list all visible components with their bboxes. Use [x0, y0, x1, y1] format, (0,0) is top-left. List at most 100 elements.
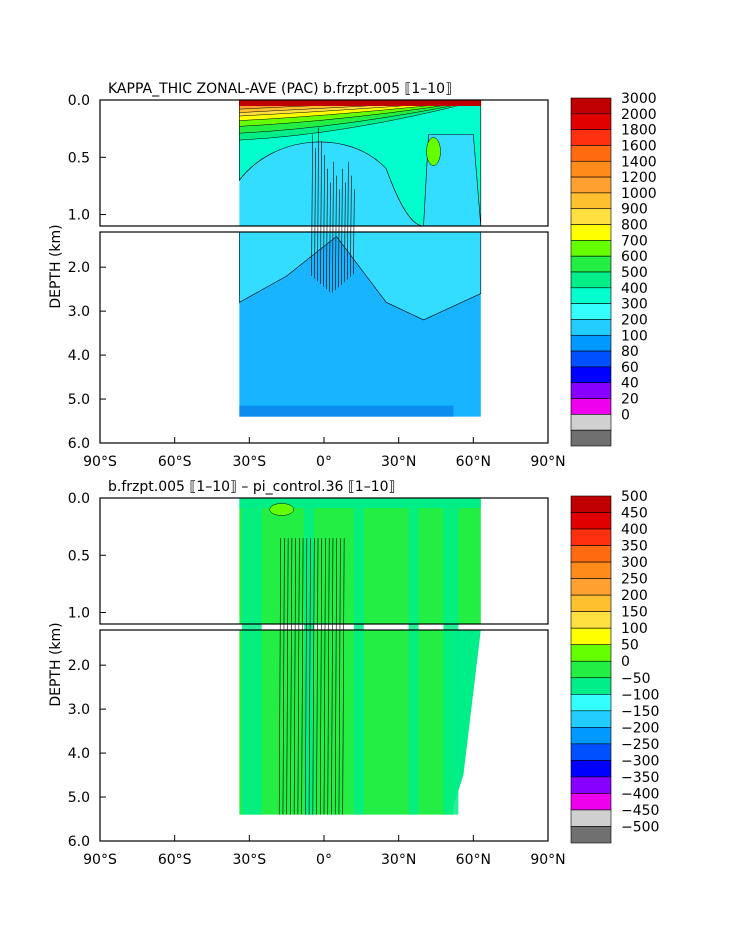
colorbar-cell: [570, 727, 612, 745]
colorbar-label: 900: [621, 202, 648, 218]
colorbar-label: 50: [621, 638, 639, 654]
y-tick-label: 1.0: [68, 208, 90, 224]
colorbar-label: 40: [621, 376, 639, 392]
field-lower-base: [239, 630, 454, 815]
colorbar-cell: [570, 113, 612, 130]
colorbar-label: 500: [621, 265, 648, 281]
colorbar-cell: [570, 660, 612, 679]
colorbar-label: 800: [621, 218, 648, 234]
colorbar-cell: [570, 561, 612, 579]
colorbar-cell: [570, 594, 612, 612]
colorbar-cell: [570, 760, 612, 778]
colorbar-label: −50: [621, 671, 651, 687]
colorbar-label: 1000: [621, 186, 657, 202]
x-tick-label: 90°S: [83, 852, 117, 868]
colorbar-cell: [570, 826, 612, 844]
x-tick-label: 30°N: [381, 454, 416, 470]
field-stripe: [241, 508, 262, 815]
colorbar-label: 1200: [621, 170, 657, 186]
colorbar-label: 80: [621, 344, 639, 360]
colorbar-cell: [570, 160, 612, 178]
colorbar-label: 0: [621, 407, 630, 423]
x-tick-label: 60°S: [158, 852, 192, 868]
colorbar-label: −400: [621, 786, 659, 802]
chart-title: KAPPA_THIC ZONAL-AVE (PAC) b.frzpt.005 ⟦…: [108, 81, 452, 97]
colorbar-cell: [570, 319, 612, 336]
x-tick-label: 30°S: [232, 454, 266, 470]
y-tick-label: 6.0: [68, 834, 90, 850]
colorbar-label: 60: [621, 360, 639, 376]
y-axis-label: DEPTH (km): [48, 622, 64, 706]
colorbar-label: 200: [621, 588, 648, 604]
field-stripe: [353, 508, 364, 815]
colorbar-cell: [570, 528, 612, 546]
field-mid: [239, 231, 482, 321]
colorbar-label: −200: [621, 720, 659, 736]
colorbar-cell: [570, 129, 612, 146]
colorbar-label: −500: [621, 819, 659, 835]
y-tick-label: 0.5: [68, 548, 90, 564]
colorbar-cell: [570, 176, 612, 194]
colorbar-label: −350: [621, 770, 659, 786]
colorbar-label: 500: [621, 489, 648, 505]
field-patch: [426, 137, 441, 166]
plot-frame-upper: [99, 99, 549, 227]
colorbar-cell: [570, 644, 612, 662]
colorbar-label: 1400: [621, 154, 657, 170]
colorbar-cell: [570, 495, 612, 513]
y-tick-label: 2.0: [68, 260, 90, 276]
colorbar-cell: [570, 334, 612, 352]
x-tick-label: 30°N: [381, 852, 416, 868]
y-axis-label: DEPTH (km): [48, 224, 64, 308]
colorbar-label: 350: [621, 539, 648, 555]
y-tick-label: 3.0: [68, 702, 90, 718]
colorbar-label: 200: [621, 312, 648, 328]
colorbar-label: 400: [621, 522, 648, 538]
colorbar-cell: [570, 578, 612, 596]
colorbar-label: −450: [621, 803, 659, 819]
colorbar-label: 300: [621, 555, 648, 571]
field-spikes: [278, 538, 345, 815]
colorbar-cell: [570, 145, 612, 162]
colorbar-cell: [570, 545, 612, 563]
colorbar-label: −100: [621, 687, 659, 703]
y-tick-label: 0.0: [68, 93, 90, 109]
colorbar-cell: [570, 693, 612, 712]
field-lower-edge: [453, 630, 481, 806]
colorbar-cell: [570, 414, 612, 431]
x-tick-label: 90°N: [530, 454, 565, 470]
colorbar-label: 1600: [621, 138, 657, 154]
colorbar-cell: [570, 271, 612, 289]
colorbar-label: 150: [621, 605, 648, 621]
x-tick-label: 90°N: [530, 852, 565, 868]
x-tick-label: 60°N: [456, 852, 491, 868]
colorbar-cell: [570, 366, 612, 384]
colorbar-cell: [570, 192, 612, 210]
colorbar-cell: [570, 776, 612, 794]
colorbar-label: 300: [621, 297, 648, 313]
colorbar-label: 3000: [621, 91, 657, 107]
x-tick-label: 60°N: [456, 454, 491, 470]
y-tick-label: 4.0: [68, 348, 90, 364]
colorbar-cell: [570, 350, 612, 368]
colorbar-cell: [570, 398, 612, 415]
y-tick-label: 2.0: [68, 658, 90, 674]
y-tick-label: 0.0: [68, 491, 90, 507]
x-tick-label: 90°S: [83, 454, 117, 470]
x-tick-label: 0°: [316, 852, 332, 868]
colorbar-cell: [570, 512, 612, 530]
field-stripe: [443, 508, 459, 815]
colorbar-label: 1800: [621, 123, 657, 139]
y-tick-label: 5.0: [68, 790, 90, 806]
colorbar-cell: [570, 611, 612, 629]
field-surface: [239, 498, 481, 508]
colorbar-cell: [570, 224, 612, 241]
colorbar-cell: [570, 793, 612, 811]
y-tick-label: 4.0: [68, 746, 90, 762]
colorbar-label: 450: [621, 506, 648, 522]
y-tick-label: 5.0: [68, 392, 90, 408]
x-tick-label: 0°: [316, 454, 332, 470]
colorbar-cell: [570, 255, 612, 273]
y-tick-label: 0.5: [68, 150, 90, 166]
field-surface: [239, 100, 481, 106]
